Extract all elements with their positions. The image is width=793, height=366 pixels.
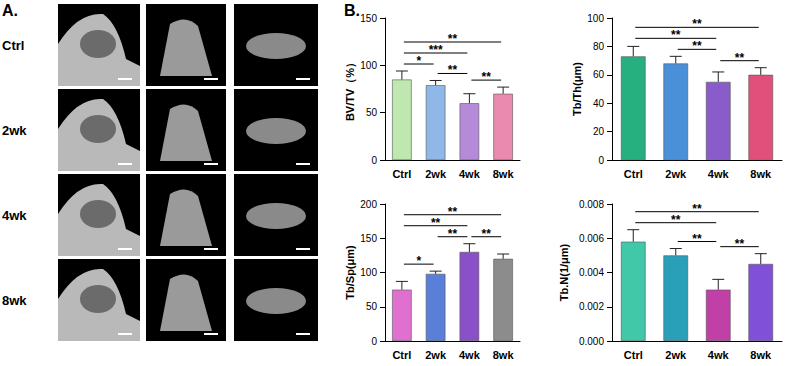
svg-text:2wk: 2wk bbox=[2, 123, 27, 138]
svg-text:8wk: 8wk bbox=[493, 168, 515, 180]
svg-text:Ctrl: Ctrl bbox=[392, 349, 411, 361]
svg-text:**: ** bbox=[448, 227, 458, 241]
svg-text:Tb.N(1/μm): Tb.N(1/μm) bbox=[558, 243, 570, 301]
svg-text:150: 150 bbox=[360, 233, 377, 244]
svg-text:4wk: 4wk bbox=[708, 349, 730, 361]
svg-text:**: ** bbox=[671, 213, 681, 227]
svg-text:50: 50 bbox=[366, 107, 378, 118]
svg-text:**: ** bbox=[448, 205, 458, 219]
svg-text:8wk: 8wk bbox=[750, 168, 772, 180]
svg-text:60: 60 bbox=[593, 69, 605, 80]
svg-text:8wk: 8wk bbox=[493, 349, 515, 361]
svg-text:Ctrl: Ctrl bbox=[624, 349, 643, 361]
svg-text:20: 20 bbox=[593, 126, 605, 137]
svg-text:A.: A. bbox=[2, 2, 18, 19]
svg-text:0.004: 0.004 bbox=[579, 267, 604, 278]
svg-text:**: ** bbox=[448, 32, 458, 46]
svg-text:**: ** bbox=[448, 63, 458, 77]
svg-text:**: ** bbox=[482, 70, 492, 84]
svg-text:200: 200 bbox=[360, 199, 377, 210]
svg-text:0: 0 bbox=[371, 155, 377, 166]
svg-text:8wk: 8wk bbox=[2, 293, 27, 308]
svg-text:Tb/Th(μm): Tb/Th(μm) bbox=[571, 62, 583, 116]
svg-text:**: ** bbox=[431, 216, 441, 230]
svg-text:**: ** bbox=[692, 17, 702, 31]
svg-text:4wk: 4wk bbox=[2, 208, 27, 223]
svg-text:0: 0 bbox=[598, 155, 604, 166]
svg-text:2wk: 2wk bbox=[425, 349, 447, 361]
svg-text:4wk: 4wk bbox=[459, 168, 481, 180]
svg-text:*: * bbox=[416, 254, 421, 268]
svg-text:100: 100 bbox=[360, 267, 377, 278]
svg-text:***: *** bbox=[429, 43, 443, 57]
svg-text:Ctrl: Ctrl bbox=[2, 38, 24, 53]
svg-text:80: 80 bbox=[593, 41, 605, 52]
html-text:B.: B. bbox=[344, 2, 360, 19]
svg-text:Ctrl: Ctrl bbox=[624, 168, 643, 180]
svg-text:Ctrl: Ctrl bbox=[392, 168, 411, 180]
svg-text:2wk: 2wk bbox=[665, 349, 687, 361]
svg-text:Tb/Sp(μm): Tb/Sp(μm) bbox=[344, 245, 356, 300]
svg-text:0.002: 0.002 bbox=[579, 301, 604, 312]
svg-text:100: 100 bbox=[360, 60, 377, 71]
svg-text:0.000: 0.000 bbox=[579, 336, 604, 347]
svg-text:8wk: 8wk bbox=[750, 349, 772, 361]
svg-text:0: 0 bbox=[371, 336, 377, 347]
svg-text:**: ** bbox=[482, 227, 492, 241]
svg-text:2wk: 2wk bbox=[665, 168, 687, 180]
svg-text:**: ** bbox=[735, 237, 745, 251]
svg-text:2wk: 2wk bbox=[425, 168, 447, 180]
svg-text:**: ** bbox=[692, 232, 702, 246]
svg-text:100: 100 bbox=[587, 13, 604, 24]
svg-text:**: ** bbox=[692, 39, 702, 53]
svg-text:0.006: 0.006 bbox=[579, 233, 604, 244]
svg-text:50: 50 bbox=[366, 301, 378, 312]
svg-text:0.008: 0.008 bbox=[579, 199, 604, 210]
svg-text:*: * bbox=[416, 54, 421, 68]
svg-text:**: ** bbox=[692, 202, 702, 216]
svg-text:4wk: 4wk bbox=[708, 168, 730, 180]
svg-text:4wk: 4wk bbox=[459, 349, 481, 361]
svg-text:150: 150 bbox=[360, 13, 377, 24]
svg-text:40: 40 bbox=[593, 98, 605, 109]
svg-text:**: ** bbox=[735, 51, 745, 65]
svg-text:BV/TV（%）: BV/TV（%） bbox=[344, 57, 357, 121]
svg-text:**: ** bbox=[671, 28, 681, 42]
